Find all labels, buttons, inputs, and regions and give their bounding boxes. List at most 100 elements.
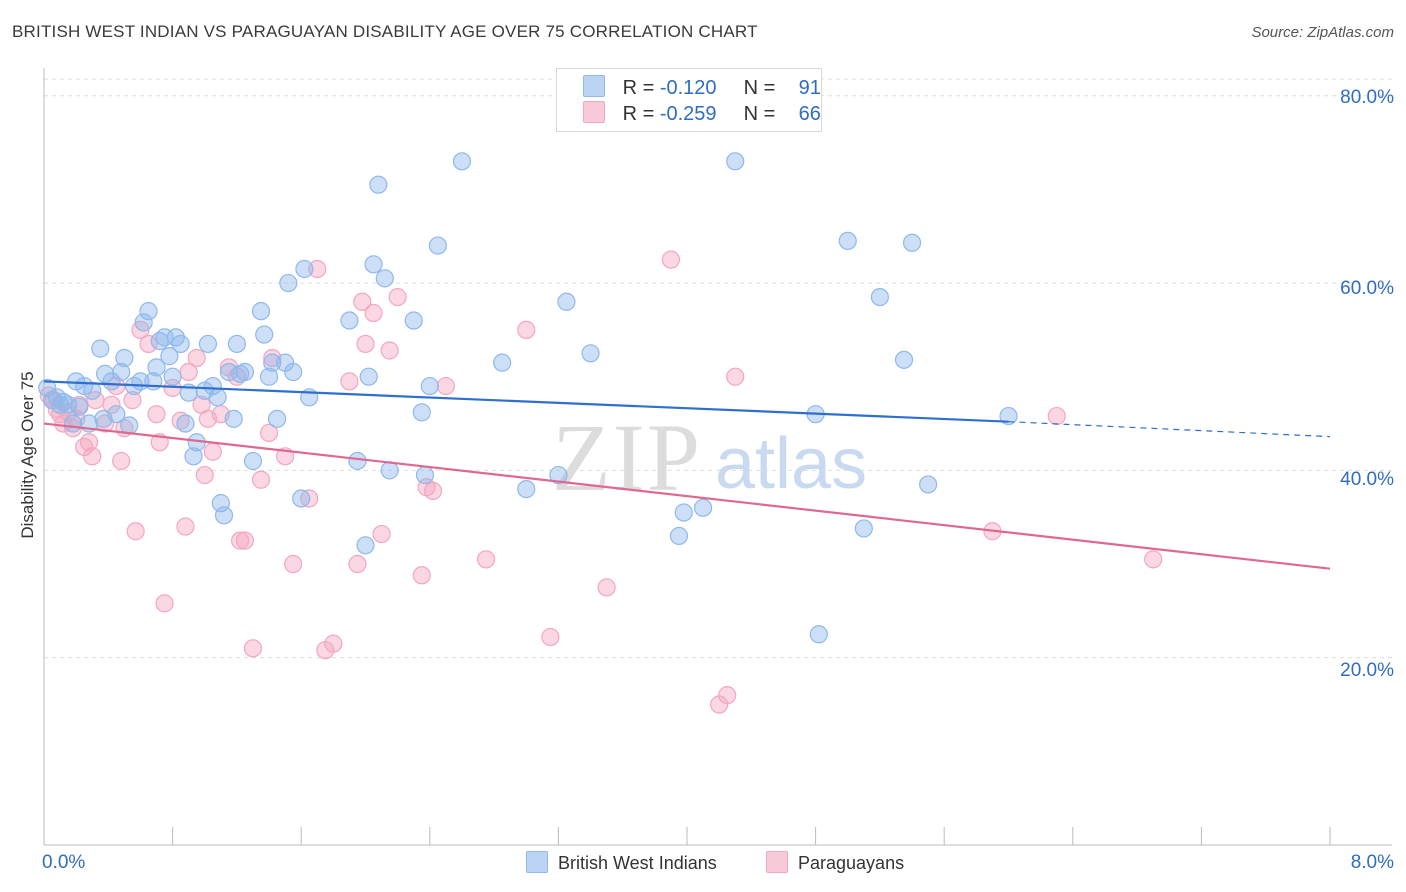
paraguayans-point [126,522,145,541]
source-label: Source: ZipAtlas.com [1251,24,1394,41]
british-west-indians-point [380,461,399,480]
paraguayans-point [259,423,279,443]
british-west-indians-point [251,302,271,321]
british-west-indians-point [581,344,600,363]
legend-swatch-blue [526,851,548,873]
paraguayans-point [155,594,174,613]
paraguayans-point [423,481,443,501]
trend-lines [43,380,1331,570]
british-west-indians-point [95,364,115,383]
british-west-indians-point [838,231,857,251]
paraguayans-point [203,442,222,461]
british-west-indians-point [517,479,536,499]
paraguayans-point [235,531,255,550]
paraguayans-point [661,250,681,269]
paraguayans-point [388,287,407,307]
british-west-indians-point [208,388,227,407]
british-west-indians-point [919,475,938,494]
british-west-indians-point [870,287,890,307]
british-west-indians-point [693,498,713,517]
n-value: 91 [798,77,821,99]
paraguayans-point [139,334,158,354]
paraguayans-point [364,303,383,323]
british-west-indians-point [163,367,182,386]
paraguayans-point [102,395,121,414]
paraguayans-point [324,634,343,653]
legend-row-british-west-indians: R = -0.120 N = 91 [583,75,821,99]
paraguayans-point [517,320,536,339]
british-west-indians-point [340,311,359,330]
y-axis-label: Disability Age Over 75 [18,371,37,539]
x-tick-label-min: 0.0% [42,852,86,873]
british-west-indians-point [83,381,102,400]
r-label: R = [622,103,660,125]
paraguayans-point [436,376,455,396]
r-label: R = [622,77,660,99]
paraguayans-point [195,465,214,485]
paraguayans-point [726,367,745,386]
british-west-indians-point [348,451,367,471]
british-west-indians-point [279,273,298,293]
british-west-indians-point [112,362,131,382]
british-west-indians-point [292,489,311,508]
british-west-indians-point [91,339,110,358]
british-west-indians-point [364,255,383,274]
british-west-indians-point [726,152,745,171]
paraguayans-point [231,531,250,550]
british-west-indians-point [263,353,282,372]
y-tick-label: 80.0% [1340,87,1394,108]
paraguayans-point [1144,550,1163,569]
british-west-indians-point [255,325,274,344]
british-west-indians-point [902,233,922,252]
british-west-indians-point [203,376,222,396]
british-west-indians-point [171,334,190,354]
british-west-indians-point [809,625,828,644]
british-west-indians-point [63,414,83,433]
british-west-indians-point [894,350,914,369]
paraguayans-point [176,517,195,536]
british-west-indians-point [59,395,78,414]
british-west-indians-point [999,406,1018,426]
paraguayans-point [187,348,206,368]
british-west-indians-point [70,397,89,416]
y-tick-label: 20.0% [1340,660,1394,681]
british-west-indians-point [160,347,179,366]
british-west-indians-point [428,236,447,255]
watermark-zip: ZIP [552,404,702,511]
british-west-indians-point [176,414,195,433]
paraguayans-point [372,524,391,544]
british-west-indians-point [267,409,287,428]
british-west-indians-point [139,302,158,321]
axes [43,68,1392,846]
british-west-indians-point [412,403,431,422]
british-west-indians-point [420,376,439,396]
paraguayans-point [718,686,737,705]
r-value: -0.120 [659,77,717,99]
british-west-indians-trend-extension [1008,421,1331,438]
british-west-indians-trend-line [43,380,1009,423]
british-west-indians-point [375,269,394,288]
legend-row-paraguayans: R = -0.259 N = 66 [583,101,821,125]
british-west-indians-point [259,367,279,386]
paraguayans-point [251,470,271,489]
british-west-indians-point [404,311,423,330]
british-west-indians-point [674,503,693,522]
paraguayans-point [340,372,359,391]
n-label: N = [743,103,781,125]
n-label: N = [743,77,781,99]
british-west-indians-point [493,353,512,372]
paraguayans-point [476,550,496,569]
paraguayans-point [597,578,616,597]
legend-swatch-pink [766,851,788,873]
british-west-indians-point [107,405,126,424]
r-value: -0.259 [659,103,717,125]
paraguayans-point [308,259,327,279]
watermark-atlas: atlas [715,424,867,504]
british-west-indians-point [295,259,314,279]
legend-swatch-blue [583,75,605,97]
british-west-indians-point [452,152,472,171]
british-west-indians-point [120,416,139,435]
british-west-indians-point [147,358,166,377]
paraguayans-point [79,433,99,452]
